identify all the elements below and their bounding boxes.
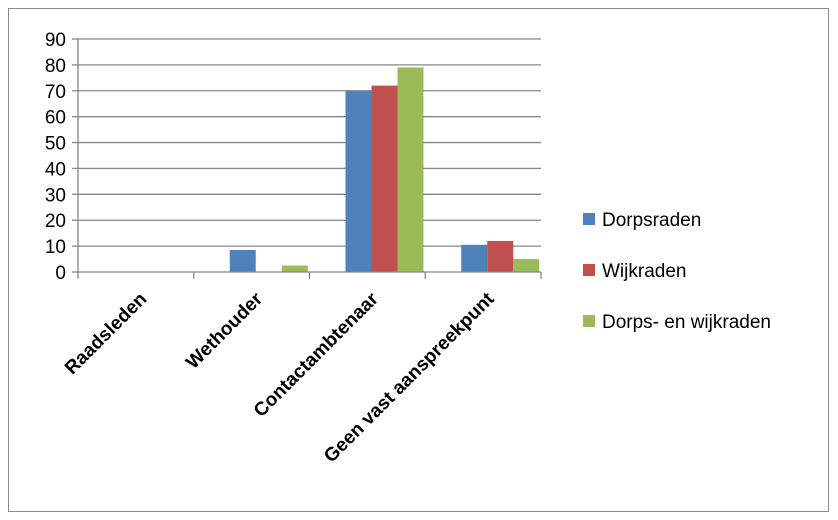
bar-dorpsraden-3 xyxy=(461,244,488,272)
category-label: Wethouder xyxy=(182,288,267,373)
bar-wijkraden-3 xyxy=(487,240,514,272)
y-tick-label: 70 xyxy=(45,82,66,103)
axes xyxy=(77,39,542,279)
y-tick-label: 90 xyxy=(45,30,66,51)
bar-dorps-en-wijkraden-1 xyxy=(281,265,308,272)
legend-swatch xyxy=(583,264,595,276)
bar-dorps-en-wijkraden-2 xyxy=(397,67,424,272)
bars xyxy=(229,67,540,273)
gridlines xyxy=(78,38,541,247)
y-tick-label: 80 xyxy=(45,56,66,77)
y-tick-label: 60 xyxy=(45,108,66,129)
legend-label: Dorpsraden xyxy=(602,210,701,231)
y-tick-label: 40 xyxy=(45,159,66,180)
legend-label: Dorps- en wijkraden xyxy=(602,312,771,333)
category-label: Contactambtenaar xyxy=(250,288,383,421)
y-tick-label: 0 xyxy=(55,263,66,284)
y-tick-label: 20 xyxy=(45,211,66,232)
bar-dorpsraden-1 xyxy=(229,249,256,272)
y-tick-label: 50 xyxy=(45,134,66,155)
legend-swatch xyxy=(583,213,595,225)
legend-swatch xyxy=(583,315,595,327)
bar-dorps-en-wijkraden-3 xyxy=(513,259,540,272)
bar-wijkraden-2 xyxy=(371,85,398,272)
category-label: Raadsleden xyxy=(61,289,151,379)
legend: Dorpsraden Wijkraden Dorps- en wijkraden xyxy=(583,210,771,333)
y-axis-ticks: 0 10 20 30 40 50 60 70 80 90 xyxy=(45,30,78,284)
bar-dorpsraden-2 xyxy=(345,90,372,273)
y-tick-label: 10 xyxy=(45,237,66,258)
category-labels: Raadsleden WethouderContactambtenaarGeen … xyxy=(61,288,499,467)
legend-label: Wijkraden xyxy=(602,261,686,282)
y-tick-label: 30 xyxy=(45,185,66,206)
